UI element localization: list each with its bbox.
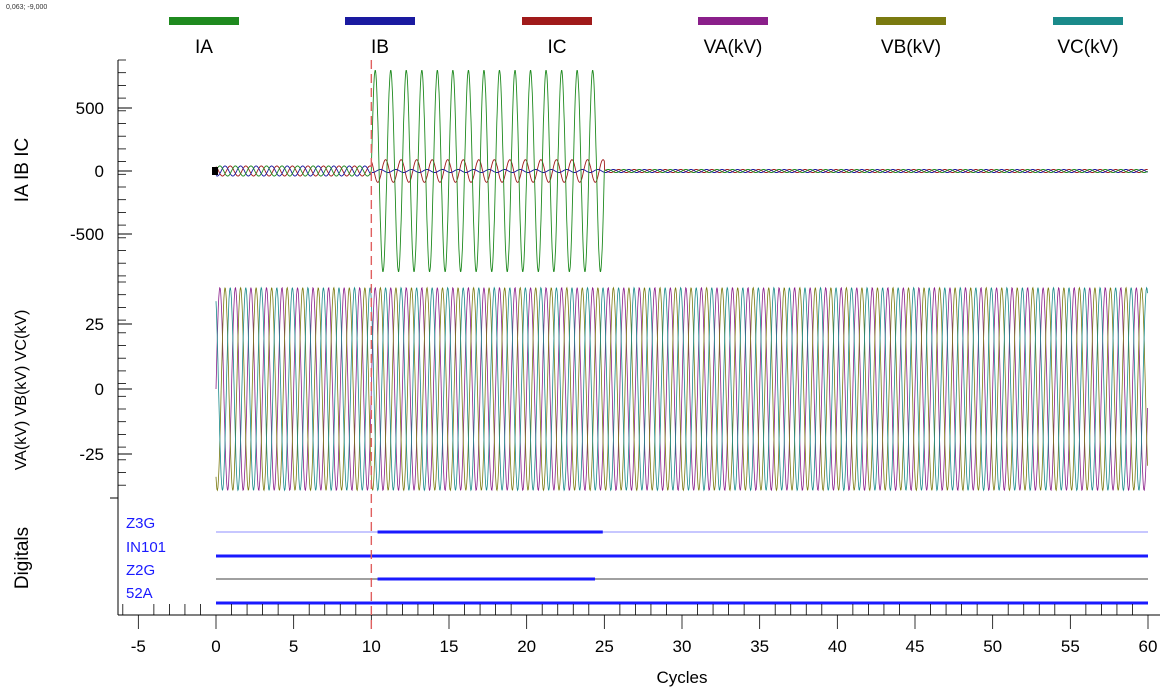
- legend-swatch-vc: [1053, 17, 1123, 25]
- current-panel-ylabel: IA IB IC: [12, 138, 33, 202]
- legend-label-ic: IC: [548, 37, 567, 58]
- record-start-marker: [212, 167, 218, 175]
- legend-label-ib: IB: [371, 37, 389, 58]
- x-tick-label: 25: [595, 637, 614, 656]
- x-tick-label: -5: [131, 637, 146, 656]
- x-tick-label: 20: [517, 637, 536, 656]
- legend-swatch-ia: [169, 17, 239, 25]
- legend-swatch-ic: [522, 17, 592, 25]
- legend-label-va: VA(kV): [704, 37, 763, 58]
- legend-swatch-vb: [876, 17, 946, 25]
- legend-label-ia: IA: [195, 37, 213, 58]
- legend-swatch-ib: [345, 17, 415, 25]
- digital-panel-ylabel: Digitals: [12, 527, 33, 589]
- legend-label-vc: VC(kV): [1057, 37, 1118, 58]
- x-tick-label: 5: [289, 637, 298, 656]
- y-tick-label: 0: [95, 380, 104, 399]
- series-line-ia: [215, 69, 1148, 273]
- x-tick-label: 0: [211, 637, 220, 656]
- x-tick-label: 50: [983, 637, 1002, 656]
- x-axis: -5 0 5 10 15 20 25 30 35 40 45 50 55 60 Cycles: [122, 604, 1158, 687]
- digital-label-z3g: Z3G: [126, 515, 155, 532]
- x-tick-label: 60: [1139, 637, 1158, 656]
- y-tick-label: -25: [79, 445, 104, 464]
- voltage-panel: 25 0 -25 VA(kV) VB(kV) VC(kV): [13, 286, 1148, 492]
- cursor-readout: 0,063; -9,000: [6, 4, 48, 11]
- legend-swatch-va: [698, 17, 768, 25]
- x-tick-label: 45: [906, 637, 925, 656]
- legend-label-vb: VB(kV): [881, 37, 941, 58]
- x-axis-label: Cycles: [656, 668, 707, 687]
- current-panel: 500 0 -500 IA IB IC: [12, 69, 1148, 273]
- x-tick-label: 30: [673, 637, 692, 656]
- x-tick-label: 35: [750, 637, 769, 656]
- legend: IA IB IC VA(kV) VB(kV) VC(kV): [169, 17, 1123, 58]
- x-tick-label: 15: [440, 637, 459, 656]
- axes: [110, 59, 1160, 616]
- y-tick-label: 25: [85, 315, 104, 334]
- y-tick-label: 0: [95, 162, 104, 181]
- voltage-panel-ylabel: VA(kV) VB(kV) VC(kV): [13, 310, 30, 471]
- digital-label-52a: 52A: [126, 585, 153, 602]
- digital-label-z2g: Z2G: [126, 562, 155, 579]
- x-tick-label: 40: [828, 637, 847, 656]
- x-tick-label: 55: [1061, 637, 1080, 656]
- digital-label-in101: IN101: [126, 539, 166, 556]
- y-tick-label: 500: [76, 99, 104, 118]
- series-line-va: [215, 286, 1148, 492]
- x-tick-label: 10: [362, 637, 381, 656]
- digital-panel: Digitals Z3G IN101 Z2G 52A: [12, 515, 1148, 605]
- y-tick-label: -500: [70, 225, 104, 244]
